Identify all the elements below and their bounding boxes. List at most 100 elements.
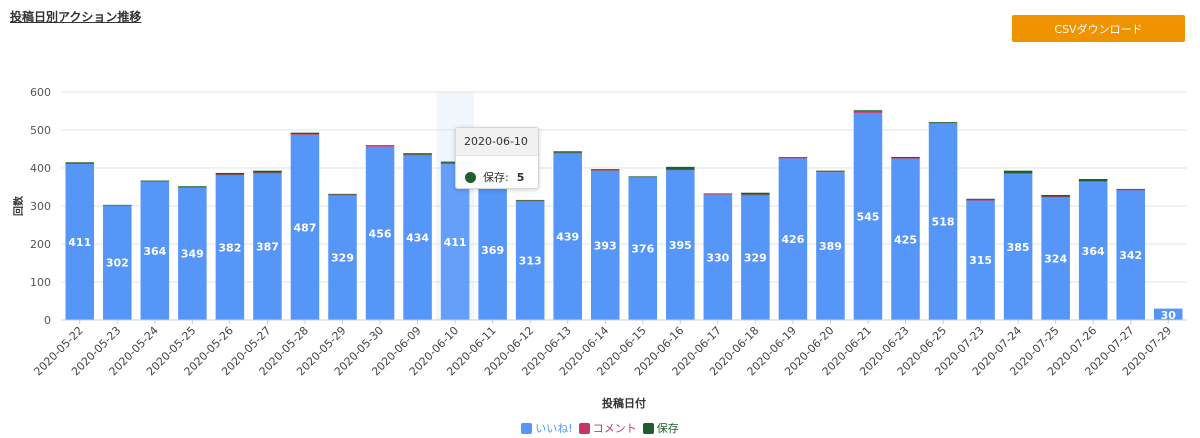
bar-2020-05-27	[253, 170, 282, 173]
data-label: 313	[519, 255, 542, 268]
data-label: 329	[744, 251, 767, 264]
bar-2020-06-18	[741, 192, 770, 195]
bar-2020-07-27	[1116, 188, 1145, 190]
chart-legend: いいね! コメント 保存	[0, 420, 1200, 436]
bar-2020-06-13	[553, 153, 582, 320]
bar-2020-05-26	[215, 174, 245, 320]
legend-item[interactable]: 保存	[642, 420, 679, 436]
bar-2020-07-23	[966, 199, 995, 201]
data-label: 382	[218, 241, 241, 254]
bar-2020-06-12	[515, 200, 545, 202]
bar-2020-07-29	[1153, 308, 1183, 320]
bar-2020-07-23	[966, 200, 995, 320]
bar-2020-05-28	[290, 134, 320, 135]
bar-2020-07-24	[1003, 173, 1033, 320]
bar-2020-05-30	[365, 145, 395, 147]
bar-2020-05-29	[328, 193, 357, 195]
bar-2020-06-18	[741, 194, 770, 196]
bar-2020-06-17	[703, 194, 733, 320]
data-label: 385	[1007, 241, 1030, 254]
bar-2020-06-23	[891, 156, 920, 159]
data-label: 369	[481, 244, 504, 257]
tooltip-colon: :	[505, 170, 509, 184]
bar-2020-06-25	[928, 122, 958, 124]
bar-2020-07-26	[1078, 181, 1108, 182]
bar-2020-05-29	[328, 194, 357, 196]
chart-tooltip: 2020-06-10 保存: 5	[455, 127, 539, 189]
data-label: 376	[631, 243, 654, 256]
bar-2020-06-25	[928, 123, 958, 320]
bar-2020-06-20	[816, 171, 845, 173]
data-label: 329	[331, 251, 354, 264]
bar-2020-06-21	[853, 112, 883, 321]
data-label: 411	[444, 236, 467, 249]
tooltip-series-dot	[465, 171, 476, 183]
bar-2020-06-12	[515, 199, 545, 201]
bar-2020-06-15	[628, 176, 658, 178]
y-tick-label: 600	[30, 86, 51, 99]
bar-2020-05-27	[253, 172, 282, 320]
y-tick-label: 300	[30, 200, 51, 213]
page-title: 投稿日別アクション推移	[10, 10, 142, 24]
y-tick-label: 200	[30, 238, 51, 251]
bar-2020-06-19	[778, 158, 808, 320]
bar-2020-06-21	[853, 111, 883, 113]
data-label: 411	[68, 236, 91, 249]
data-label: 545	[856, 210, 879, 223]
tooltip-row: 保存: 5	[456, 156, 538, 188]
data-label: 439	[556, 231, 579, 244]
bar-2020-06-15	[628, 176, 658, 177]
y-axis-label: 回数	[12, 195, 25, 216]
bar-2020-06-09	[403, 155, 432, 320]
bar-2020-06-21	[853, 110, 883, 111]
legend-swatch	[578, 422, 590, 434]
data-label: 349	[181, 248, 204, 261]
bar-2020-07-26	[1078, 179, 1108, 182]
bar-2020-06-19	[778, 156, 808, 158]
data-label: 425	[894, 233, 917, 246]
y-tick-label: 0	[44, 314, 51, 327]
bar-2020-06-17	[703, 193, 733, 195]
bar-2020-05-25	[178, 186, 207, 187]
y-tick-label: 500	[30, 124, 51, 137]
bar-2020-07-24	[1003, 173, 1033, 174]
bar-2020-06-16	[666, 169, 695, 171]
bar-2020-05-30	[365, 145, 395, 146]
csv-download-button[interactable]: CSVダウンロード	[1012, 15, 1185, 42]
bar-2020-05-24	[140, 181, 170, 320]
bar-2020-07-25	[1041, 196, 1070, 320]
bar-2020-05-22	[65, 163, 95, 165]
bar-2020-05-23	[103, 205, 132, 320]
data-label: 393	[594, 239, 617, 252]
legend-item[interactable]: コメント	[578, 420, 637, 436]
bar-2020-06-09	[403, 154, 432, 156]
bar-2020-06-13	[553, 151, 582, 153]
bar-2020-06-25	[928, 122, 958, 123]
bar-2020-06-09	[403, 153, 432, 155]
legend-swatch	[642, 422, 654, 434]
y-tick-label: 100	[30, 276, 51, 289]
bar-2020-07-27	[1116, 190, 1145, 320]
bar-2020-05-30	[365, 146, 395, 320]
bar-2020-05-28	[290, 134, 320, 320]
bar-2020-05-22	[65, 162, 95, 164]
bar-2020-06-18	[741, 194, 770, 320]
legend-label: 保存	[656, 422, 679, 435]
data-label: 434	[406, 232, 429, 245]
data-label: 426	[781, 233, 804, 246]
data-label: 315	[969, 254, 992, 267]
bar-2020-05-27	[253, 172, 282, 174]
tooltip-series-name: 保存	[483, 171, 505, 184]
legend-item[interactable]: いいね!	[521, 420, 573, 436]
bar-2020-06-16	[666, 166, 695, 170]
bar-2020-06-23	[891, 158, 920, 159]
bar-2020-07-23	[966, 198, 995, 200]
data-label: 364	[143, 245, 166, 258]
bar-2020-06-10	[440, 163, 470, 320]
data-label: 302	[106, 257, 129, 270]
bar-2020-06-14	[590, 169, 620, 171]
bar-2020-06-23	[891, 158, 920, 320]
bar-2020-05-24	[140, 180, 170, 182]
data-label: 395	[669, 239, 692, 252]
legend-label: コメント	[592, 422, 637, 435]
